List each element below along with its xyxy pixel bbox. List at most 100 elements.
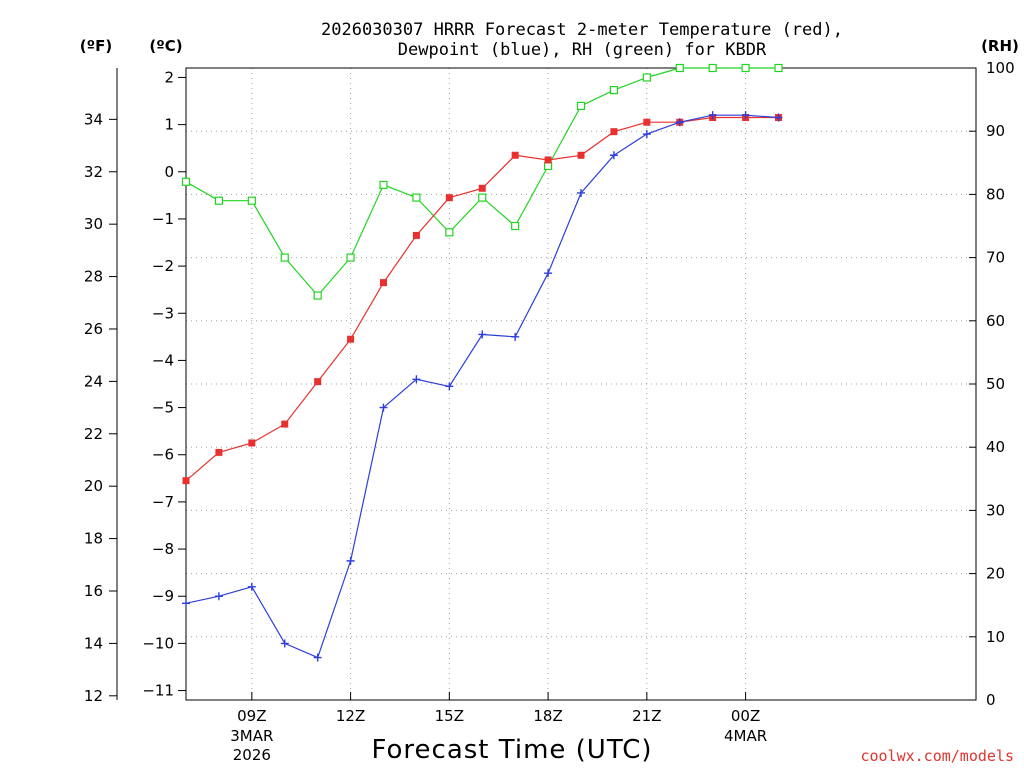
rh-point [511, 221, 520, 231]
dewpoint-point [412, 375, 421, 384]
f-tick-label: 24 [84, 372, 103, 390]
f-tick-label: 30 [84, 215, 103, 233]
c-tick-label: 0 [164, 163, 174, 181]
chart-title-line-1: 2026030307 HRRR Forecast 2-meter Tempera… [321, 20, 843, 40]
f-tick-label: 28 [84, 268, 103, 286]
dewpoint-point [445, 382, 454, 391]
rh-tick-label: 50 [986, 375, 1005, 393]
f-tick-label: 34 [84, 110, 103, 128]
temperature-point [314, 378, 322, 386]
f-tick-label: 20 [84, 477, 103, 495]
f-tick-label: 22 [84, 425, 103, 443]
rh-point [412, 193, 421, 202]
temperature-line [185, 116, 779, 482]
rh-point [181, 177, 191, 186]
c-tick-label: −3 [152, 304, 174, 322]
dewpoint-point [741, 111, 750, 120]
c-tick-label: −8 [152, 540, 174, 558]
temperature-point [643, 118, 651, 126]
temperature-point [182, 477, 190, 485]
temperature-point [610, 128, 618, 136]
x-tick-label: 00Z [731, 707, 760, 725]
dewpoint-point [214, 592, 223, 601]
series-layer [181, 63, 783, 662]
f-tick-label: 18 [84, 530, 103, 548]
x-tick-date: 3MAR [230, 727, 273, 745]
x-tick-label: 12Z [336, 707, 365, 725]
series-dewpoint [182, 111, 783, 662]
dewpoint-point [675, 118, 684, 127]
temperature-point [544, 156, 552, 164]
rh-unit-label: (RH) [981, 37, 1019, 55]
c-tick-label: −10 [142, 634, 174, 652]
x-tick-date: 4MAR [724, 727, 767, 745]
dewpoint-point [708, 111, 717, 120]
c-tick-label: −9 [152, 587, 174, 605]
dewpoint-point [642, 130, 651, 139]
temperature-point [281, 420, 289, 428]
fahrenheit-ticks: 12 14 16 18 20 22 24 26 28 30 32 34 [84, 110, 117, 705]
c-tick-label: −1 [152, 210, 174, 228]
grid-lines [186, 68, 976, 700]
temperature-point [445, 194, 453, 202]
f-tick-label: 26 [84, 320, 103, 338]
c-tick-label: −2 [152, 257, 174, 275]
f-tick-label: 16 [84, 582, 103, 600]
series-temperature [182, 114, 782, 485]
c-tick-label: −5 [152, 399, 174, 417]
rh-point [379, 180, 388, 190]
temperature-point [412, 231, 420, 239]
rh-point [247, 196, 256, 205]
rh-tick-label: 20 [986, 565, 1005, 583]
rh-point [445, 228, 454, 237]
rh-point [576, 101, 586, 111]
temperature-point [380, 279, 387, 287]
celsius-unit-label: (ºC) [149, 37, 182, 55]
dewpoint-point [379, 403, 388, 412]
rh-point [642, 73, 651, 82]
rh-tick-label: 100 [986, 59, 1015, 77]
rh-point [214, 196, 224, 205]
x-tick-label: 18Z [533, 707, 562, 725]
c-tick-label: −4 [152, 351, 174, 369]
x-axis-label: Forecast Time (UTC) [371, 735, 652, 765]
rh-point [741, 63, 750, 73]
f-tick-label: 32 [84, 163, 103, 181]
temperature-point [577, 151, 585, 159]
chart-title-line-2: Dewpoint (blue), RH (green) for KBDR [398, 40, 767, 60]
dewpoint-point [609, 151, 618, 160]
rh-tick-label: 10 [986, 628, 1005, 646]
fahrenheit-unit-label: (ºF) [80, 37, 112, 55]
series-rh [181, 63, 783, 300]
dewpoint-point [774, 113, 783, 122]
x-tick-label: 15Z [435, 707, 464, 725]
temperature-point [248, 439, 256, 447]
rh-line [185, 67, 779, 297]
dewpoint-point [577, 188, 585, 197]
credit-text: coolwx.com/models [860, 747, 1014, 765]
rh-point [543, 161, 553, 171]
temperature-point [347, 335, 355, 343]
c-tick-label: 2 [164, 68, 174, 86]
c-tick-label: −6 [152, 446, 174, 464]
rh-tick-label: 90 [986, 122, 1005, 140]
rh-point [774, 63, 783, 73]
rh-tick-label: 40 [986, 438, 1005, 456]
rh-point [478, 193, 487, 202]
temperature-point [215, 448, 223, 456]
x-tick-year: 2026 [233, 746, 271, 764]
dewpoint-point [544, 269, 553, 278]
c-tick-label: 1 [164, 116, 174, 134]
rh-ticks: 0 10 20 30 40 50 60 70 80 90 100 [969, 59, 1015, 709]
dewpoint-point [313, 653, 322, 662]
rh-point [346, 253, 355, 262]
f-tick-label: 12 [84, 687, 103, 705]
rh-tick-label: 80 [986, 185, 1005, 203]
dewpoint-point [478, 330, 487, 339]
x-tick-label: 09Z [237, 707, 266, 725]
temperature-point [511, 151, 519, 159]
rh-point [313, 291, 322, 300]
x-tick-label: 21Z [632, 707, 661, 725]
